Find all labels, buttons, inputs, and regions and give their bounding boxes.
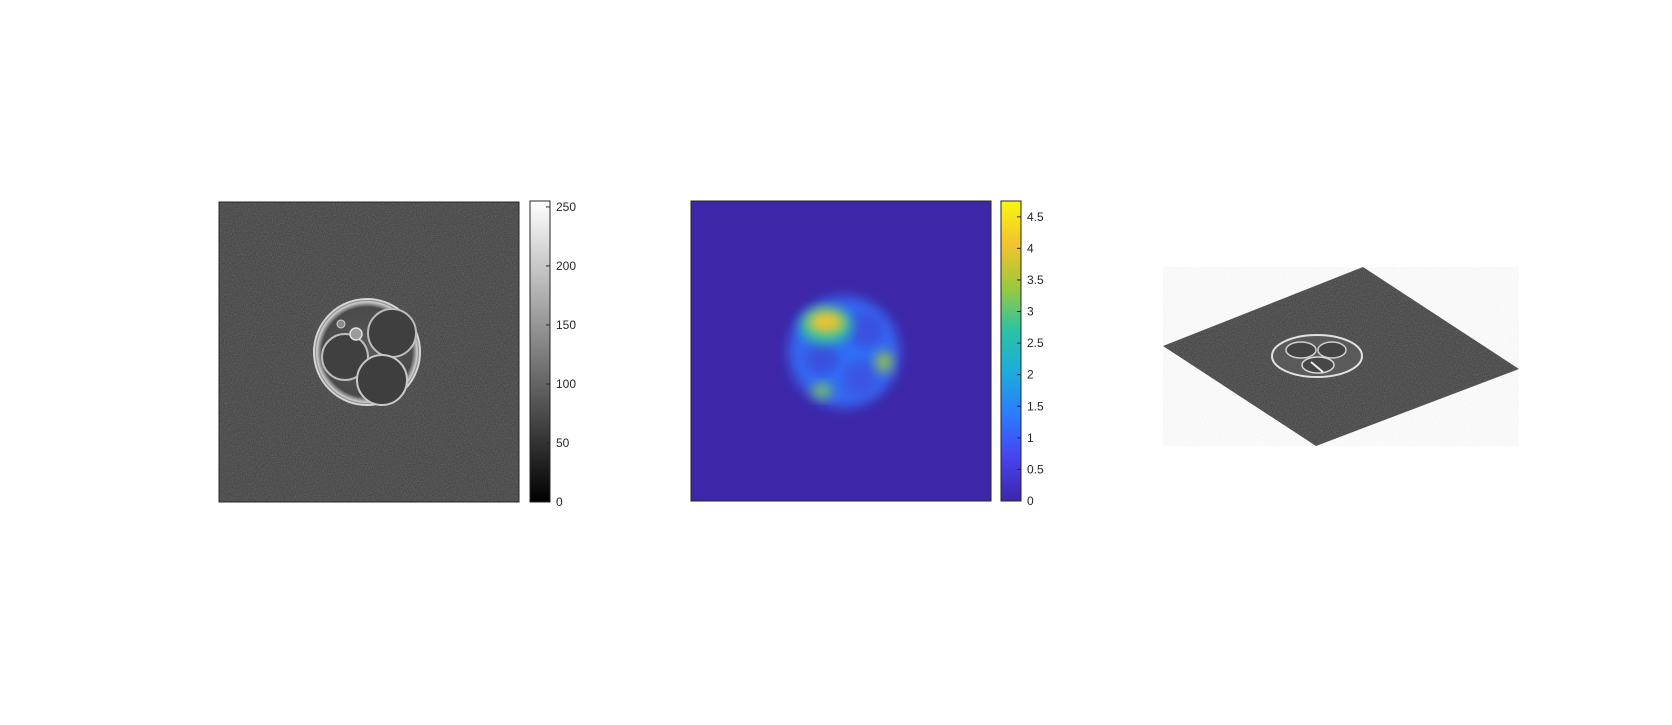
cell-lobe-lower	[356, 354, 408, 406]
colorbar-parula-ticks: 0 0.5 1 1.5 2 2.5 3 3.5 4 4.5	[1017, 210, 1044, 508]
cell-vesicle	[349, 327, 363, 341]
colorbar-gray-tick-label-4: 200	[556, 259, 576, 273]
colorbar-gray-tick-label-1: 50	[556, 436, 570, 450]
cell-vesicle-small	[336, 319, 346, 329]
colorbar-gray-fill	[530, 201, 550, 502]
colorbar-gray-tick-label-0: 0	[556, 495, 563, 509]
colorbar-gray-border	[529, 200, 551, 503]
surface-lobe-right	[1317, 341, 1347, 359]
cell-lobe-left	[321, 333, 369, 381]
colorbar-parula-tick-label-7: 3.5	[1027, 273, 1044, 287]
colorbar-gray-tick-label-5: 250	[556, 200, 576, 214]
colorbar-parula-tick-label-2: 1	[1027, 431, 1034, 445]
heatmap-hotspot-lower-left	[812, 384, 832, 398]
colorbar-gray: 0 50 100 150 200 250	[529, 200, 576, 509]
cell-rim	[313, 298, 421, 406]
heatmap-dip-left	[805, 341, 839, 375]
colorbar-gray-ticks: 0 50 100 150 200 250	[546, 200, 576, 509]
panel-surface-3d	[1163, 267, 1519, 446]
colorbar-parula-tick-label-5: 2.5	[1027, 336, 1044, 350]
panel-heatmap: 0 0.5 1 1.5 2 2.5 3 3.5 4 4.5	[690, 200, 1044, 508]
heatmap-area	[691, 201, 991, 501]
colorbar-gray-tick-label-3: 150	[556, 318, 576, 332]
colorbar-parula-tick-label-8: 4	[1027, 241, 1034, 255]
colorbar-parula-tick-label-3: 1.5	[1027, 399, 1044, 413]
colorbar-parula-tick-label-1: 0.5	[1027, 462, 1044, 476]
axes-box-1	[218, 201, 520, 503]
surface-lobe-left	[1285, 341, 1317, 359]
cell-lobe-upper-right	[367, 308, 417, 358]
heatmap-dip-lower	[842, 360, 878, 396]
surface-ridge	[1310, 361, 1324, 373]
heatmap-hotspot-upper-left	[808, 311, 844, 333]
panel-grayscale-image: 0 50 100 150 200 250	[218, 200, 576, 509]
colorbar-parula: 0 0.5 1 1.5 2 2.5 3 3.5 4 4.5	[1000, 200, 1044, 508]
colorbar-parula-tick-label-9: 4.5	[1027, 210, 1044, 224]
axes-box-2	[690, 200, 992, 502]
heatmap-hotspot-right	[876, 352, 892, 372]
colorbar-parula-border	[1000, 200, 1022, 502]
colorbar-parula-tick-label-0: 0	[1027, 494, 1034, 508]
colorbar-parula-tick-label-6: 3	[1027, 305, 1034, 319]
grayscale-image-area	[219, 202, 519, 502]
colorbar-parula-tick-label-4: 2	[1027, 368, 1034, 382]
colorbar-gray-tick-label-2: 100	[556, 377, 576, 391]
surface-lobe-lower	[1301, 356, 1335, 374]
colorbar-parula-fill	[1001, 201, 1021, 501]
heatmap-dip-upper-right	[848, 312, 884, 348]
